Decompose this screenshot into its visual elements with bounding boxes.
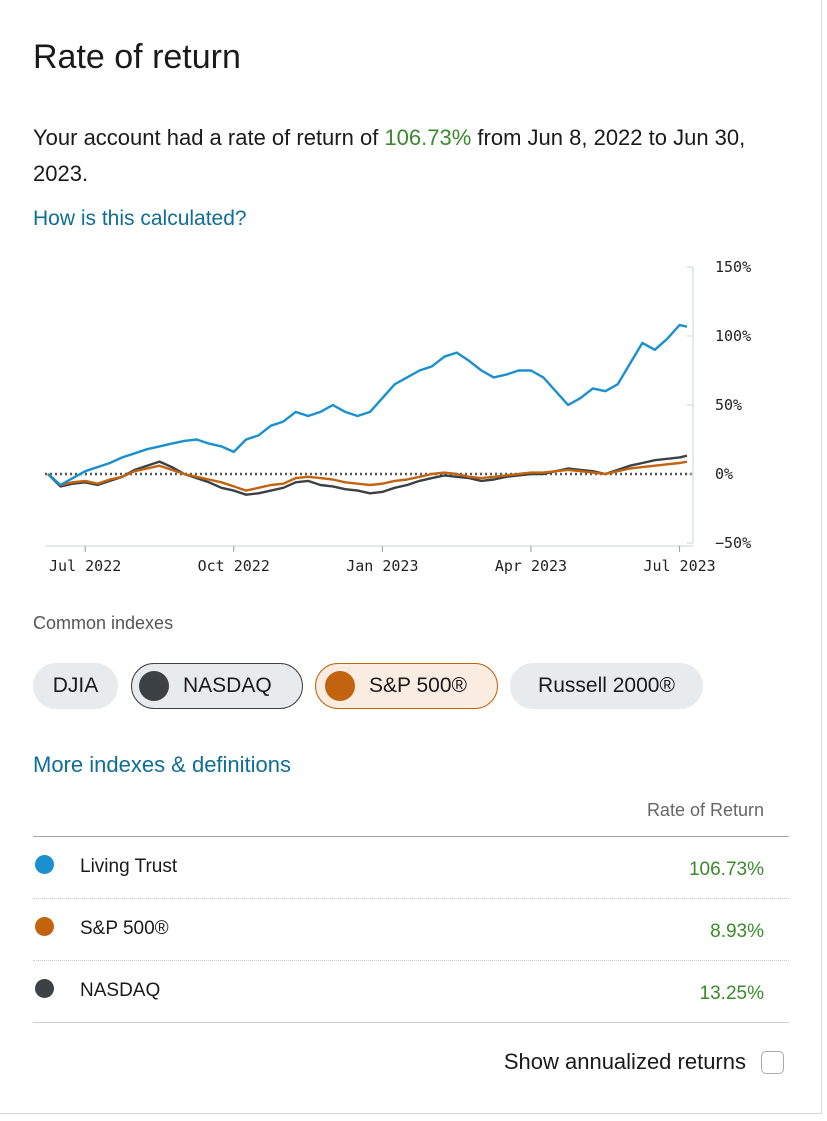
annualized-returns-toggle[interactable]: Show annualized returns (504, 1049, 784, 1075)
row-value: 13.25% (699, 983, 764, 1004)
common-indexes-label: Common indexes (33, 613, 174, 633)
y-tick-label: −50% (715, 534, 751, 552)
nasdaq-color-dot (139, 671, 169, 701)
row-name: Living Trust (80, 856, 178, 877)
rate-of-return-column-header: Rate of Return (646, 800, 764, 820)
annualized-returns-label: Show annualized returns (503, 1049, 746, 1074)
table-row-nasdaq: NASDAQ 13.25% (33, 961, 789, 1023)
chip-djia[interactable]: DJIA (33, 663, 118, 709)
chip-nasdaq[interactable]: NASDAQ (131, 663, 303, 709)
living-trust-dot (35, 855, 54, 874)
annualized-returns-checkbox[interactable] (761, 1050, 784, 1074)
table-row-living-trust: Living Trust 106.73% (33, 837, 789, 899)
chip-djia-label: DJIA (52, 674, 99, 697)
series-line-nasdaq (47, 454, 688, 496)
summary-rate: 106.73% (384, 125, 472, 150)
row-value: 106.73% (688, 859, 764, 880)
chart-series-group (47, 323, 688, 496)
page-title: Rate of return (33, 38, 241, 76)
series-line-living-trust (47, 323, 688, 487)
chart-y-axis: 150% 100% 50% 0% −50% (687, 258, 751, 552)
more-indexes-link[interactable]: More indexes & definitions (33, 752, 292, 777)
row-name: S&P 500® (80, 918, 169, 939)
summary-suffix: from Jun 8, 2022 to Jun 30, 2023. (33, 125, 746, 186)
return-chart: 150% 100% 50% 0% −50% Jul 2022 Oct 2022 Jan 20… (45, 258, 751, 575)
nasdaq-dot (35, 979, 54, 998)
x-tick-label: Oct 2022 (198, 557, 270, 575)
chart-x-axis: Jul 2022 Oct 2022 Jan 2023 Apr 2023 Jul 2023 (45, 545, 716, 575)
sp500-dot (35, 917, 54, 936)
chip-sp500-label: S&P 500® (369, 674, 467, 697)
table-header: Rate of Return (33, 798, 789, 837)
x-tick-label: Jul 2022 (49, 557, 121, 575)
y-tick-label: 150% (715, 258, 751, 276)
x-tick-label: Jan 2023 (346, 557, 418, 575)
chip-russell2000[interactable]: Russell 2000® (510, 663, 703, 709)
how-calculated-link[interactable]: How is this calculated? (33, 207, 247, 230)
summary-prefix: Your account had a rate of return of (33, 125, 379, 150)
y-tick-label: 50% (715, 396, 742, 414)
y-tick-label: 0% (715, 465, 733, 483)
returns-table: Rate of Return Living Trust 106.73% S&P … (33, 798, 789, 1023)
return-summary: Your account had a rate of return of 106… (33, 120, 793, 192)
chip-nasdaq-label: NASDAQ (183, 674, 272, 697)
x-tick-label: Jul 2023 (643, 557, 715, 575)
x-tick-label: Apr 2023 (495, 557, 567, 575)
table-row-sp500: S&P 500® 8.93% (33, 899, 789, 961)
chip-russell-label: Russell 2000® (538, 674, 675, 697)
y-tick-label: 100% (715, 327, 751, 345)
row-name: NASDAQ (80, 980, 161, 1001)
row-value: 8.93% (710, 921, 764, 942)
series-line-s-p-500 (47, 460, 688, 492)
sp500-color-dot (325, 671, 355, 701)
chip-sp500[interactable]: S&P 500® (315, 663, 498, 709)
